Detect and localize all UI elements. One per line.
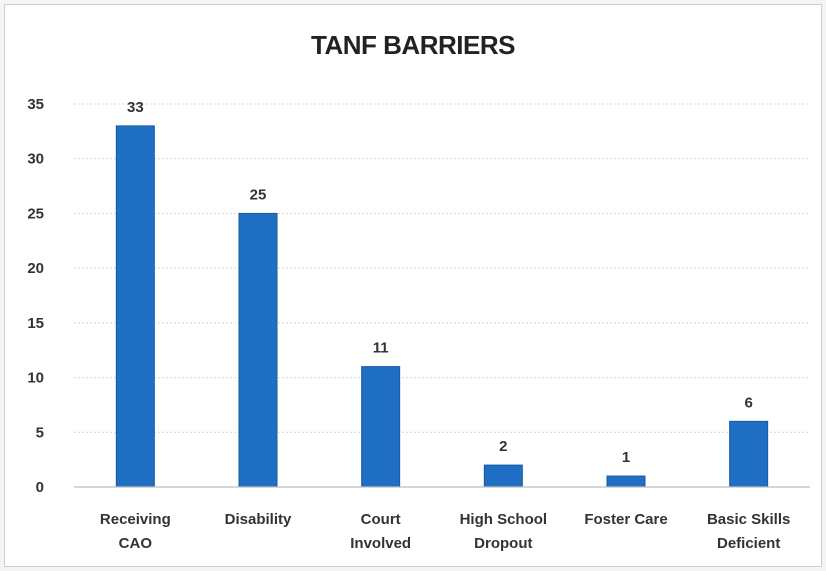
y-tick-label: 10 [27,370,44,387]
y-tick-label: 5 [36,424,44,441]
bar [115,125,155,488]
category-label: Receiving CAO [100,511,171,552]
data-label: 6 [744,394,752,411]
category-label: Basic Skills Deficient [707,511,790,552]
data-label: 1 [622,449,630,466]
bars [115,125,769,488]
data-label: 2 [499,438,507,455]
category-label: Court Involved [350,511,411,552]
data-label: 25 [250,186,267,203]
y-tick-label: 0 [36,479,44,496]
category-labels: Receiving CAO Disability Court Involved High … [100,511,790,552]
category-label: Disability [225,511,292,528]
y-tick-label: 25 [27,205,44,222]
y-axis-ticks: 0 5 10 15 20 25 30 35 [27,96,44,496]
data-label: 11 [373,340,389,357]
category-label: High School Dropout [460,511,548,552]
bar [238,212,278,488]
bar [606,475,646,488]
category-label: Foster Care [584,511,667,528]
gridlines [74,103,810,433]
y-tick-label: 30 [27,151,44,168]
data-label: 33 [127,99,144,116]
chart-title: TANF BARRIERS [311,30,515,60]
y-tick-label: 20 [27,260,44,277]
bar [483,464,523,488]
y-tick-label: 15 [27,315,44,332]
y-tick-label: 35 [27,96,44,113]
bar [729,420,769,488]
bar [361,366,401,488]
data-labels: 33 25 11 2 1 6 [127,99,753,466]
